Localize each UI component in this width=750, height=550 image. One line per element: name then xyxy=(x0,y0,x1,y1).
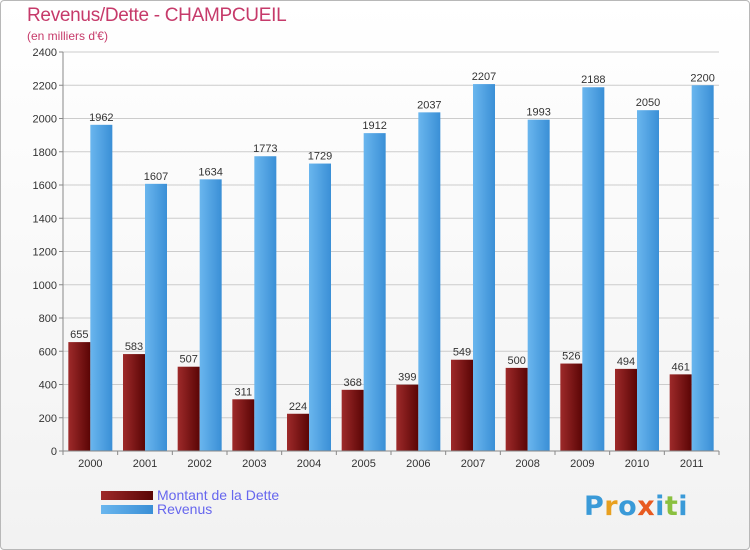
bar-debt xyxy=(505,367,528,451)
bar-revenue xyxy=(254,156,277,451)
data-label: 461 xyxy=(671,361,689,373)
data-label: 399 xyxy=(398,372,416,384)
bar-revenue xyxy=(418,112,441,451)
brand-letter: o xyxy=(618,491,638,522)
y-tick-label: 0 xyxy=(51,446,57,458)
y-tick-label: 1000 xyxy=(33,280,57,292)
brand-letter: t xyxy=(664,491,679,522)
data-label: 1729 xyxy=(308,151,332,163)
bar-revenue xyxy=(527,119,550,451)
bar-debt xyxy=(177,366,200,451)
data-label: 526 xyxy=(562,351,580,363)
axes: 0 200 400 600 800 1000 1200 1400 1600 1800 2000 220… xyxy=(33,47,720,470)
y-tick-label: 1600 xyxy=(33,180,57,192)
brand-letter: i xyxy=(655,491,665,522)
x-tick-label: 2004 xyxy=(297,458,321,470)
brand-letter: i xyxy=(678,491,689,522)
data-label: 583 xyxy=(125,341,143,353)
bar-revenue xyxy=(691,85,714,451)
y-tick-label: 1800 xyxy=(33,147,57,159)
x-tick-label: 2005 xyxy=(351,458,375,470)
bar-debt xyxy=(669,374,692,451)
x-tick-label: 2008 xyxy=(515,458,539,470)
data-label: 494 xyxy=(617,356,635,368)
x-tick-label: 2007 xyxy=(461,458,485,470)
y-tick-label: 800 xyxy=(39,313,57,325)
x-tick-label: 2003 xyxy=(242,458,266,470)
bar-debt xyxy=(451,359,473,451)
y-tick-label: 600 xyxy=(39,346,57,358)
data-label: 311 xyxy=(235,386,253,398)
y-tick-label: 2400 xyxy=(33,47,57,59)
data-label: 655 xyxy=(70,329,88,341)
y-tick-label: 1200 xyxy=(33,247,57,259)
data-label: 1607 xyxy=(144,171,168,183)
bar-debt xyxy=(615,368,637,451)
y-tick-label: 1400 xyxy=(33,213,57,225)
data-label: 2050 xyxy=(636,97,660,109)
bar-debt xyxy=(560,363,583,451)
bar-debt xyxy=(396,384,419,451)
bar-revenue xyxy=(309,163,331,451)
x-tick-label: 2010 xyxy=(625,458,649,470)
x-tick-label: 2011 xyxy=(680,458,704,470)
x-tick-label: 2002 xyxy=(187,458,211,470)
brand-logo: Proxiti xyxy=(584,491,688,522)
data-label: 549 xyxy=(453,347,471,359)
bar-debt xyxy=(123,354,145,451)
data-label: 1912 xyxy=(362,120,386,132)
bar-revenue xyxy=(363,133,386,451)
y-tick-label: 2000 xyxy=(33,114,57,126)
data-labels: 655 1962 583 1607 507 1634 311 1773 224 1729 368 19… xyxy=(70,71,715,413)
bar-revenue xyxy=(582,87,605,452)
bar-revenue xyxy=(145,183,167,451)
data-label: 2200 xyxy=(690,72,714,84)
legend-swatch-revenue xyxy=(101,505,153,514)
bar-revenue xyxy=(637,110,659,451)
legend-label-revenue: Revenus xyxy=(157,501,213,517)
brand-letter: r xyxy=(604,491,619,522)
brand-letter: P xyxy=(584,491,605,522)
legend-swatch-debt xyxy=(101,491,153,500)
data-label: 1993 xyxy=(526,107,550,119)
bar-revenue xyxy=(199,179,222,451)
bar-revenue xyxy=(90,124,113,451)
y-tick-label: 400 xyxy=(39,380,57,392)
brand-letter: x xyxy=(637,491,656,522)
data-label: 224 xyxy=(289,401,307,413)
data-label: 507 xyxy=(179,354,197,366)
bar-debt xyxy=(287,413,309,451)
data-label: 2037 xyxy=(417,99,441,111)
bar-revenue xyxy=(473,84,495,452)
x-tick-label: 2000 xyxy=(78,458,102,470)
data-label: 1773 xyxy=(253,143,277,155)
data-label: 1962 xyxy=(89,112,113,124)
data-label: 1634 xyxy=(198,166,222,178)
chart-title: Revenus/Dette - CHAMPCUEIL xyxy=(27,5,287,26)
x-tick-label: 2001 xyxy=(133,458,157,470)
data-label: 368 xyxy=(343,377,361,389)
bar-debt xyxy=(341,389,364,451)
data-label: 2188 xyxy=(581,74,605,86)
chart-subtitle: (en milliers d'€) xyxy=(27,29,108,43)
legend-label-debt: Montant de la Dette xyxy=(157,487,280,503)
y-tick-label: 200 xyxy=(39,413,57,425)
data-label: 500 xyxy=(507,355,525,367)
bar-debt xyxy=(232,399,255,451)
x-tick-label: 2006 xyxy=(406,458,430,470)
bars xyxy=(68,84,714,452)
bar-debt xyxy=(68,342,91,451)
data-label: 2207 xyxy=(472,71,496,83)
gridlines xyxy=(63,51,719,419)
x-tick-label: 2009 xyxy=(570,458,594,470)
y-tick-label: 2200 xyxy=(33,80,57,92)
